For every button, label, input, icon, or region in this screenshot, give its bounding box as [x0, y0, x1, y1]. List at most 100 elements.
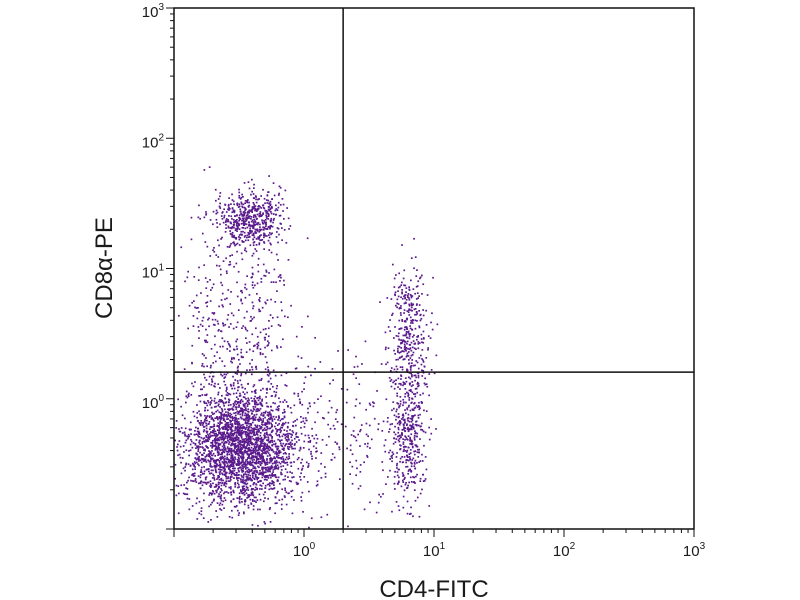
event-point: [258, 454, 261, 457]
event-point: [240, 446, 243, 449]
event-point: [410, 461, 412, 464]
event-point: [253, 236, 256, 239]
event-point: [281, 309, 283, 312]
event-point: [398, 476, 400, 479]
event-point: [408, 420, 411, 423]
event-point: [413, 374, 416, 377]
event-point: [236, 449, 239, 451]
event-point: [282, 457, 285, 460]
event-point: [224, 435, 227, 438]
event-point: [398, 509, 401, 512]
event-point: [265, 436, 267, 439]
event-point: [287, 447, 289, 450]
event-point: [234, 215, 236, 217]
event-point: [279, 442, 282, 445]
event-point: [310, 517, 313, 520]
event-point: [253, 438, 256, 441]
event-point: [230, 444, 232, 447]
event-point: [411, 459, 414, 461]
event-point: [261, 228, 263, 231]
event-point: [252, 456, 255, 459]
event-point: [234, 429, 236, 432]
event-point: [208, 470, 210, 473]
event-point: [425, 324, 428, 326]
event-point: [398, 435, 400, 437]
event-point: [435, 428, 437, 430]
event-point: [307, 466, 309, 468]
event-point: [222, 432, 225, 434]
event-point: [245, 475, 248, 478]
event-point: [222, 428, 225, 430]
event-point: [292, 447, 295, 450]
event-point: [214, 447, 217, 450]
event-point: [276, 461, 278, 464]
event-point: [215, 459, 218, 461]
event-point: [198, 330, 200, 332]
event-point: [280, 508, 283, 510]
event-point: [209, 366, 212, 369]
event-point: [412, 426, 415, 429]
event-point: [255, 368, 258, 370]
event-point: [246, 414, 249, 417]
event-point: [287, 436, 289, 439]
event-point: [239, 208, 242, 211]
event-point: [228, 401, 230, 403]
event-point: [253, 214, 255, 217]
event-point: [407, 392, 409, 395]
event-point: [414, 406, 417, 409]
event-point: [229, 350, 231, 352]
event-point: [275, 236, 278, 238]
event-point: [253, 224, 255, 226]
event-point: [234, 423, 237, 425]
event-point: [257, 480, 260, 483]
event-point: [233, 460, 236, 462]
event-point: [248, 453, 250, 456]
event-point: [218, 400, 220, 403]
event-point: [222, 433, 224, 435]
event-point: [253, 470, 255, 473]
event-point: [175, 494, 178, 497]
event-point: [226, 418, 228, 420]
event-point: [249, 474, 252, 477]
event-point: [397, 402, 399, 405]
event-point: [224, 471, 227, 474]
event-point: [241, 489, 244, 492]
event-point: [221, 426, 223, 429]
event-point: [189, 421, 192, 424]
event-point: [412, 476, 414, 478]
event-point: [286, 464, 289, 466]
event-point: [289, 429, 291, 431]
event-point: [266, 433, 268, 435]
event-point: [252, 451, 255, 454]
event-point: [387, 347, 390, 349]
event-point: [295, 432, 298, 434]
event-point: [267, 467, 270, 470]
event-point: [264, 435, 266, 437]
event-point: [179, 456, 182, 459]
event-point: [258, 446, 261, 448]
event-point: [220, 478, 222, 480]
event-point: [419, 407, 421, 410]
event-point: [223, 507, 225, 509]
event-point: [408, 335, 411, 337]
event-point: [206, 481, 209, 484]
event-point: [256, 424, 259, 427]
event-point: [254, 419, 256, 421]
event-point: [257, 408, 259, 411]
event-point: [253, 414, 256, 416]
event-point: [397, 439, 400, 442]
event-point: [225, 491, 228, 493]
event-point: [277, 194, 280, 196]
event-point: [252, 483, 255, 486]
event-point: [421, 460, 424, 462]
event-point: [401, 291, 403, 294]
event-point: [279, 325, 282, 327]
event-point: [265, 217, 268, 219]
event-point: [405, 466, 407, 468]
event-point: [412, 351, 415, 354]
event-point: [401, 341, 404, 344]
event-point: [315, 447, 318, 450]
event-point: [255, 446, 258, 449]
event-point: [253, 432, 255, 434]
event-point: [334, 441, 337, 443]
